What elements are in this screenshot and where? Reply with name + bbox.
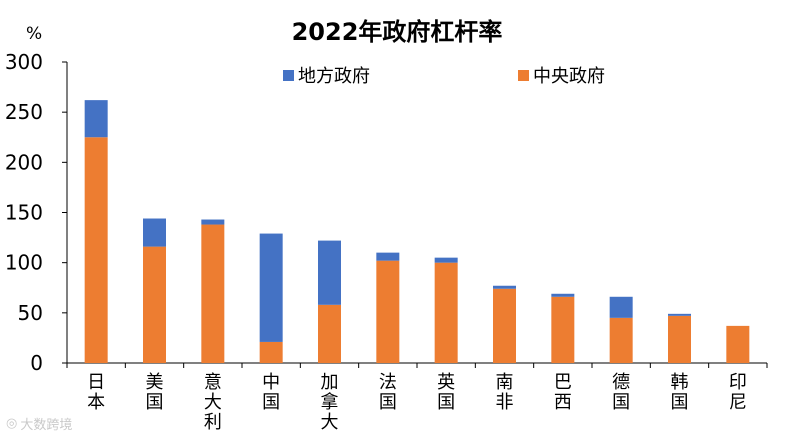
bar-local-5: [376, 252, 400, 261]
x-category-label: 印尼: [729, 372, 747, 413]
bar-local-3: [259, 233, 283, 342]
y-tick-label: 200: [5, 150, 43, 174]
watermark-text: 大数跨境: [20, 418, 73, 433]
x-category-label: 巴西: [554, 372, 572, 413]
x-category-label: 德国: [612, 372, 630, 413]
y-tick-label: 100: [5, 251, 43, 275]
bar-local-7: [493, 285, 516, 289]
x-category-label: 法国: [379, 372, 397, 413]
bar-central-2: [201, 224, 225, 363]
bar-central-0: [84, 137, 108, 363]
bar-local-4: [318, 240, 341, 305]
y-tick-label: 250: [5, 100, 43, 124]
x-category-label: 南非: [496, 372, 514, 413]
y-unit-label: %: [26, 24, 43, 44]
x-category-label: 英国: [437, 372, 455, 413]
bar-central-6: [434, 262, 458, 363]
legend-swatch-central: [518, 69, 529, 81]
legend-item-local: 地方政府: [283, 62, 370, 88]
bar-local-2: [201, 219, 225, 225]
bar-central-4: [318, 304, 341, 363]
bar-central-5: [376, 260, 400, 363]
y-tick-label: 300: [5, 50, 43, 74]
legend-label-local: 地方政府: [298, 66, 370, 87]
bar-local-0: [84, 100, 108, 138]
y-tick-label: 50: [18, 301, 43, 325]
legend-label-central: 中央政府: [533, 66, 605, 87]
watermark: ◎ 大数跨境: [6, 414, 72, 433]
bar-central-10: [668, 315, 691, 363]
legend-item-central: 中央政府: [518, 62, 605, 88]
x-category-label: 美国: [146, 372, 164, 413]
bar-central-1: [143, 246, 166, 363]
bar-central-8: [551, 296, 575, 363]
x-category-label: 韩国: [671, 372, 689, 413]
bar-central-3: [259, 341, 283, 363]
bar-central-7: [493, 288, 516, 363]
bar-central-9: [609, 317, 633, 363]
bar-central-11: [726, 325, 750, 363]
bar-local-8: [551, 293, 575, 297]
eye-logo-icon: ◎: [6, 416, 18, 431]
y-tick-label: 0: [30, 351, 43, 375]
bar-local-9: [609, 296, 633, 318]
chart-title: 2022年政府杠杆率: [291, 18, 503, 46]
x-category-label: 加拿大: [321, 372, 339, 433]
bar-local-6: [434, 257, 458, 263]
y-tick-label: 150: [5, 201, 43, 225]
x-category-label: 中国: [262, 372, 280, 413]
x-category-label: 意大利: [204, 372, 222, 433]
x-category-label: 日本: [87, 372, 105, 413]
legend-swatch-local: [283, 69, 294, 81]
bar-local-10: [668, 313, 691, 316]
bar-local-1: [143, 218, 166, 247]
